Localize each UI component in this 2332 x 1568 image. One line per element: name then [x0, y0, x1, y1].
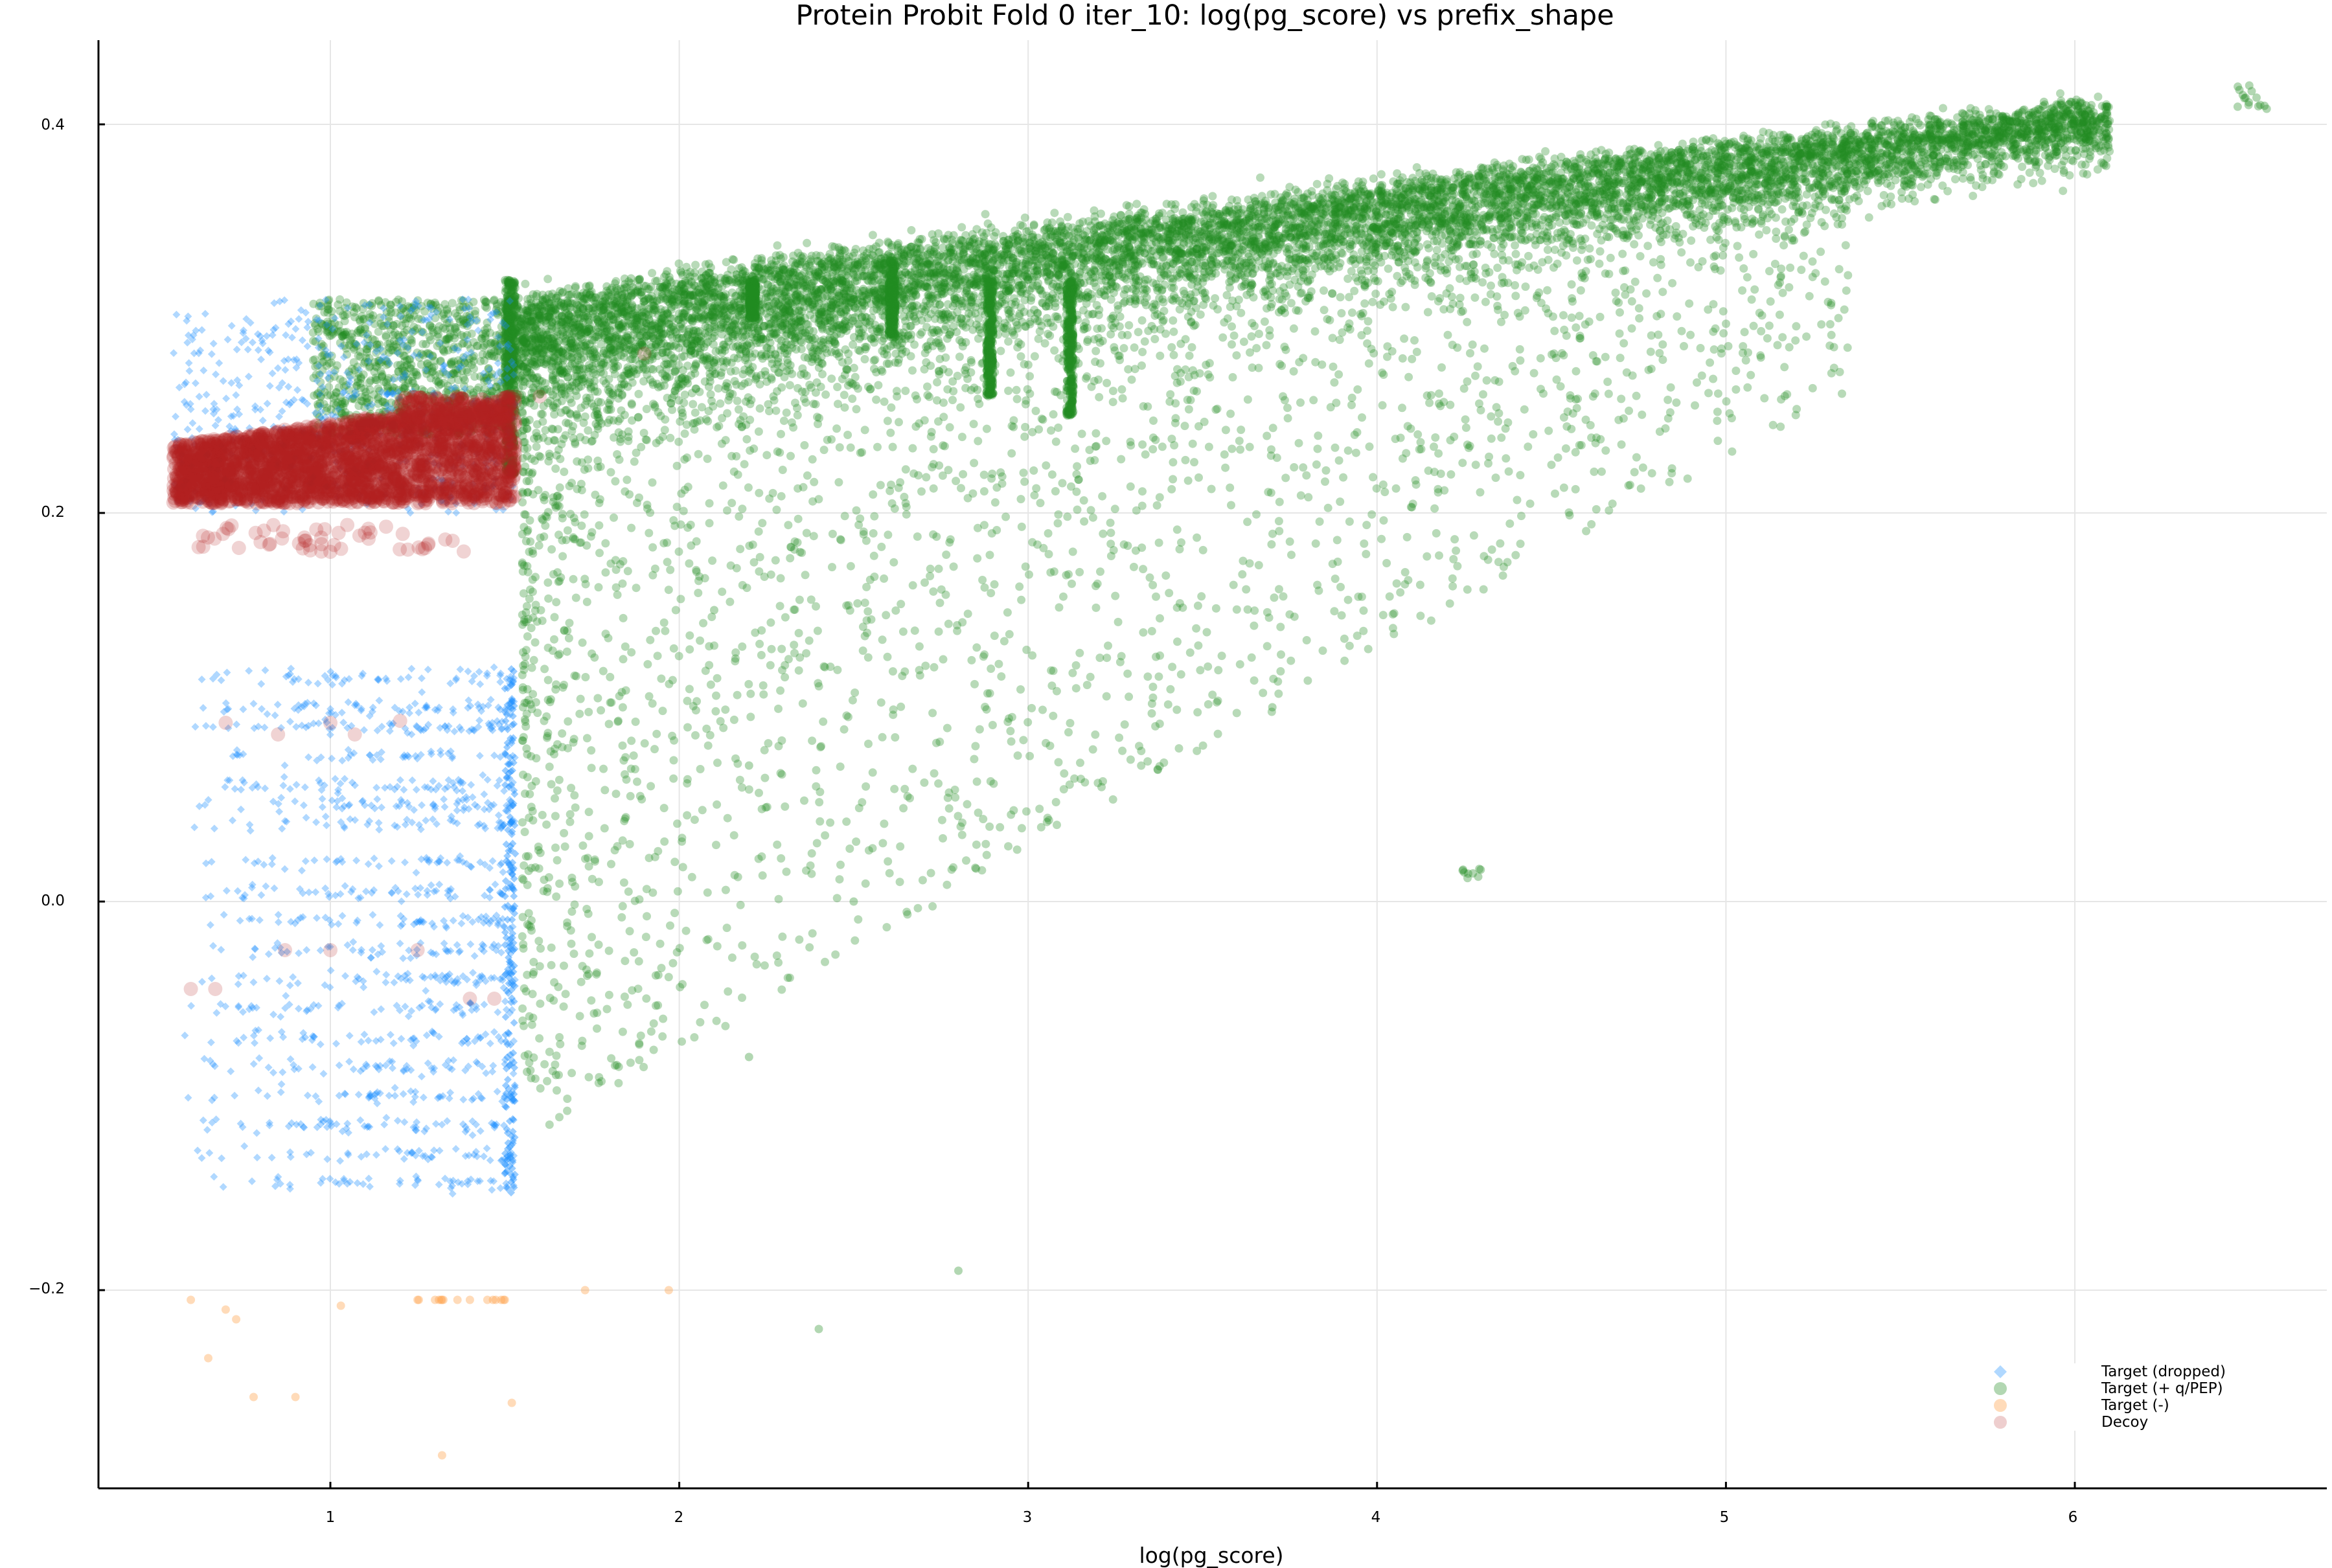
legend-item-target-negative: Target (-) [1982, 1397, 2287, 1414]
x-tick-label: 5 [1705, 1509, 1744, 1526]
legend-item-target-dropped: Target (dropped) [1982, 1363, 2287, 1380]
circle-marker-icon [1994, 1382, 2007, 1395]
legend-item-target-qpep: Target (+ q/PEP) [1982, 1380, 2287, 1397]
x-tick-label: 3 [1008, 1509, 1047, 1526]
legend-label: Decoy [2101, 1414, 2148, 1431]
legend-item-decoy: Decoy [1982, 1414, 2287, 1431]
legend-label: Target (-) [2101, 1397, 2169, 1414]
legend-label: Target (+ q/PEP) [2101, 1380, 2223, 1397]
scatter-points [166, 82, 2271, 1460]
x-axis-label: log(pg_score) [1075, 1543, 1347, 1568]
y-tick-label: −0.2 [0, 1280, 65, 1297]
diamond-marker-icon [1994, 1365, 2007, 1378]
x-tick-label: 4 [1356, 1509, 1395, 1526]
y-tick-label: 0.4 [0, 117, 65, 133]
legend-label: Target (dropped) [2101, 1363, 2226, 1380]
x-tick-label: 1 [311, 1509, 350, 1526]
y-tick-label: 0.2 [0, 504, 65, 521]
x-tick-label: 2 [659, 1509, 698, 1526]
x-tick-label: 6 [2053, 1509, 2092, 1526]
circle-marker-icon [1994, 1399, 2007, 1412]
legend: Target (dropped) Target (+ q/PEP) Target… [1982, 1363, 2287, 1431]
y-tick-label: 0.0 [0, 892, 65, 909]
circle-marker-icon [1994, 1416, 2007, 1429]
